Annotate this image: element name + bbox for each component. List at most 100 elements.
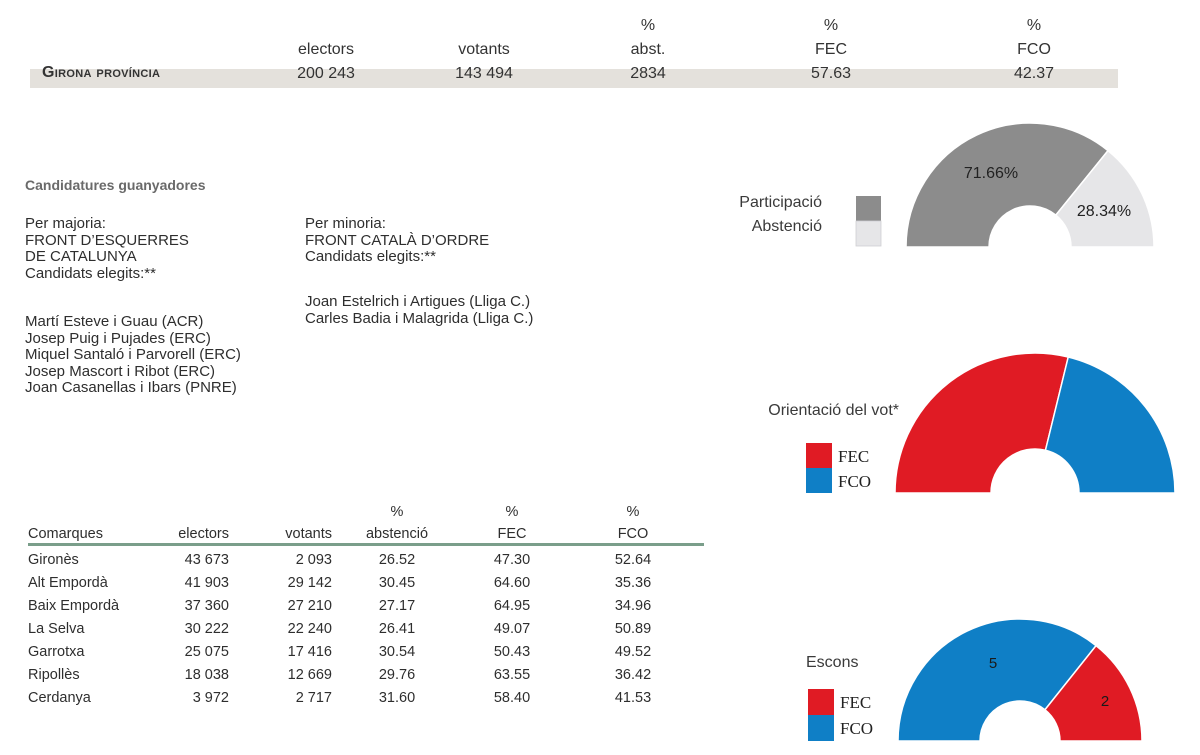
- cell: La Selva: [28, 620, 85, 637]
- legend-abstencio-label: Abstenció: [752, 218, 822, 235]
- header-fco: FCO: [1017, 41, 1051, 58]
- value-fec: 57.63: [810, 65, 852, 82]
- cell: 30.54: [378, 643, 416, 660]
- cell: 27 210: [287, 597, 332, 614]
- cell: 25 075: [184, 643, 229, 660]
- header-fco-pct: %: [1026, 17, 1042, 34]
- column-header: abstenció: [332, 521, 462, 546]
- majority-elected-label: Candidats elegits:**: [25, 264, 156, 282]
- legend-swatch-fec: [806, 443, 832, 468]
- cell: 2 717: [295, 689, 332, 706]
- candidate-name: Martí Esteve i Guau (ACR): [25, 313, 204, 330]
- cell: 30.45: [378, 574, 416, 591]
- winners-title: Candidatures guanyadores: [25, 177, 206, 193]
- fco-segment: [1044, 356, 1176, 494]
- cell: 63.55: [493, 666, 531, 683]
- cell: 64.60: [493, 574, 531, 591]
- table-row: Alt Empordà 41 903 29 142 30.45 64.60 35…: [28, 571, 704, 594]
- cell: 26.41: [378, 620, 416, 637]
- legend-participacio-label: Participació: [739, 194, 822, 211]
- table-row: Cerdanya 3 972 2 717 31.60 58.40 41.53: [28, 686, 704, 709]
- orientation-half-donut: [894, 352, 1176, 494]
- majority-block: Per majoria: FRONT D’ESQUERRES DE CATALU…: [25, 215, 189, 282]
- column-header: FEC: [462, 521, 562, 546]
- table-header-row: Comarques electors votants abstenció FEC…: [28, 521, 704, 546]
- value-votants: 143 494: [455, 65, 513, 82]
- candidate-name: Joan Casanellas i Ibars (PNRE): [25, 379, 237, 396]
- header-votants: votants: [458, 41, 510, 58]
- table-row: Garrotxa 25 075 17 416 30.54 50.43 49.52: [28, 640, 704, 663]
- cell: 2 093: [295, 551, 332, 568]
- column-header: electors: [158, 521, 229, 546]
- legend-swatch-fco: [806, 468, 832, 493]
- minority-elected-label: Candidats elegits:**: [305, 248, 436, 265]
- cell: 49.52: [614, 643, 652, 660]
- cell: 64.95: [493, 597, 531, 614]
- header-electors: electors: [297, 41, 355, 58]
- cell: 17 416: [287, 643, 332, 660]
- fec-seats-segment: [1043, 644, 1143, 742]
- column-header: votants: [229, 521, 332, 546]
- fco-seats-value-label: 5: [989, 655, 997, 672]
- cell: 47.30: [493, 551, 531, 568]
- cell: 49.07: [493, 620, 531, 637]
- province-summary-bar: [30, 69, 1118, 88]
- minority-party: FRONT CATALÀ D’ORDRE: [305, 231, 490, 249]
- cell: Garrotxa: [28, 643, 85, 660]
- column-header: Comarques: [28, 521, 158, 546]
- legend-swatch-participacio: [856, 196, 881, 221]
- cell: 58.40: [493, 689, 531, 706]
- minority-label: Per minoria:: [305, 215, 386, 232]
- pct-header: %: [505, 504, 519, 520]
- table-row: Baix Empordà 37 360 27 210 27.17 64.95 3…: [28, 594, 704, 617]
- cell: 18 038: [184, 666, 229, 683]
- abstencio-value-label: 28.34%: [1077, 203, 1131, 220]
- seats-half-donut: [897, 618, 1143, 742]
- cell: 31.60: [378, 689, 416, 706]
- cell: 41 903: [184, 574, 229, 591]
- legend-swatch-abstencio: [855, 220, 882, 247]
- cell: 30 222: [184, 620, 229, 637]
- cell: 37 360: [184, 597, 229, 614]
- cell: 36.42: [614, 666, 652, 683]
- cell: 35.36: [614, 574, 652, 591]
- value-abst: 2834: [630, 65, 666, 82]
- orientacio-title: Orientació del vot*: [768, 402, 899, 419]
- column-header: FCO: [562, 521, 704, 546]
- header-fec: FEC: [815, 41, 847, 58]
- majority-candidates: Martí Esteve i Guau (ACR) Josep Puig i P…: [25, 313, 241, 397]
- candidate-name: Joan Estelrich i Artigues (Lliga C.): [305, 293, 531, 310]
- participation-half-donut: [905, 122, 1155, 248]
- cell: 29.76: [378, 666, 416, 683]
- cell: Ripollès: [28, 666, 80, 683]
- header-abst: abst.: [630, 41, 666, 58]
- province-name: Girona província: [42, 64, 161, 81]
- participacio-value-label: 71.66%: [964, 165, 1018, 182]
- pct-header: %: [390, 504, 404, 520]
- cell: 52.64: [614, 551, 652, 568]
- legend-swatch-fec-seats: [808, 689, 834, 715]
- table-row: Ripollès 18 038 12 669 29.76 63.55 36.42: [28, 663, 704, 686]
- table-row: Gironès 43 673 2 093 26.52 47.30 52.64: [28, 545, 704, 572]
- table-pct-header-row: % % %: [28, 504, 704, 521]
- cell: Cerdanya: [28, 689, 91, 706]
- majority-party-line1: FRONT D’ESQUERRES: [25, 231, 189, 249]
- abstencio-segment: [1054, 149, 1155, 248]
- fec-seats-value-label: 2: [1101, 693, 1109, 710]
- cell: 3 972: [192, 689, 229, 706]
- value-fco: 42.37: [1013, 65, 1055, 82]
- cell: 34.96: [614, 597, 652, 614]
- legend-swatch-fco-seats: [808, 715, 834, 741]
- legend-fco-label: FCO: [838, 472, 871, 491]
- majority-party-line2: DE CATALUNYA: [25, 248, 137, 265]
- cell: Alt Empordà: [28, 574, 108, 591]
- cell: 27.17: [378, 597, 416, 614]
- fec-segment: [894, 352, 1070, 494]
- cell: 50.43: [493, 643, 531, 660]
- legend-fec-label: FEC: [838, 447, 869, 466]
- candidate-name: Carles Badia i Malagrida (Lliga C.): [305, 309, 534, 327]
- escons-title: Escons: [806, 654, 858, 671]
- cell: 22 240: [287, 620, 332, 637]
- majority-label: Per majoria:: [25, 215, 106, 232]
